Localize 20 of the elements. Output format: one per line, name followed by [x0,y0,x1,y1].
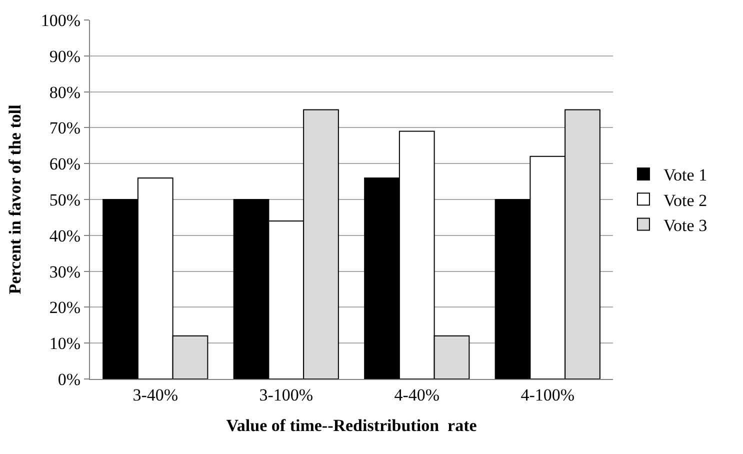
y-tick-label: 60% [49,154,81,174]
y-tick-label: 30% [49,262,81,282]
x-tick-label: 3-100% [259,385,314,404]
x-tick-label: 3-40% [132,385,178,404]
y-axis-title: Percent in favor of the toll [5,104,24,294]
legend-label: Vote 3 [663,216,708,235]
x-tick-label: 4-100% [520,385,575,404]
legend-label: Vote 2 [663,190,708,210]
legend-label: Vote 1 [663,166,708,185]
x-axis-title: Value of time--Redistribution rate [226,416,478,435]
y-tick-label: 40% [49,226,81,246]
y-tick-label: 90% [49,46,81,66]
y-tick-label: 10% [49,334,81,354]
y-tick-label: 0% [58,370,81,389]
y-tick-label: 70% [49,118,81,138]
y-tick-label: 80% [49,82,81,102]
y-tick-label: 20% [49,298,81,318]
y-tick-label: 100% [40,10,81,30]
x-tick-label: 4-40% [394,385,440,404]
y-tick-label: 50% [49,190,81,210]
